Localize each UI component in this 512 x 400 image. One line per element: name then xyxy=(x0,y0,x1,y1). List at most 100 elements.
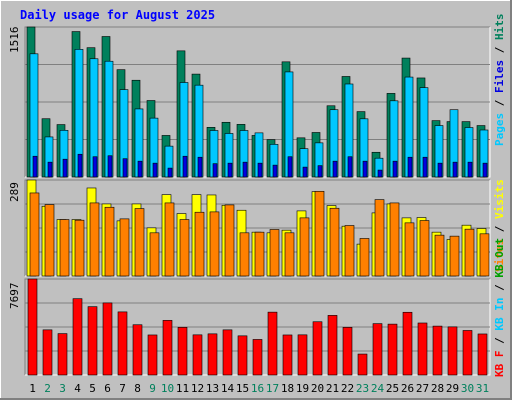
x-tick-label-day-16: 16 xyxy=(251,382,264,395)
hits-bar-pages-day-17 xyxy=(272,164,278,178)
hits-legend-entry-hits: Hits xyxy=(493,14,506,41)
visits-legend-entry-visits: Visits xyxy=(493,179,506,219)
visits-bar-sites-day-16 xyxy=(254,231,265,277)
visits-bar-sites-day-28 xyxy=(434,234,445,277)
visits-bar-sites-day-26 xyxy=(404,222,415,277)
hits-bar-pages-day-11 xyxy=(182,155,188,178)
visits-bar-sites-day-27 xyxy=(419,220,430,277)
x-tick-label-day-1: 1 xyxy=(29,382,36,395)
kbytes-bar-kb-f-day-7 xyxy=(117,311,128,376)
kbytes-bar-kb-f-day-2 xyxy=(42,329,53,376)
kbytes-bar-kb-f-day-5 xyxy=(87,306,98,376)
hits-bar-pages-day-5 xyxy=(92,156,98,178)
kbytes-bar-kb-f-day-9 xyxy=(147,334,158,376)
visits-panel-border-top xyxy=(24,179,490,276)
x-tick-label-day-10: 10 xyxy=(161,382,174,395)
kbytes-bar-kb-f-day-3 xyxy=(57,333,68,376)
kbytes-bar-kb-f-day-22 xyxy=(342,327,353,376)
visits-bar-sites-day-30 xyxy=(464,228,475,277)
visits-bar-sites-day-7 xyxy=(119,218,130,277)
hits-bar-pages-day-2 xyxy=(47,161,53,178)
kbytes-bar-kb-f-day-6 xyxy=(102,302,113,376)
x-tick-label-day-18: 18 xyxy=(281,382,294,395)
visits-bar-sites-day-2 xyxy=(44,204,55,277)
kbytes-legend: KB F / KB In / KB Out xyxy=(493,238,506,377)
hits-bar-pages-day-10 xyxy=(167,167,173,178)
x-tick-label-day-20: 20 xyxy=(311,382,324,395)
x-tick-label-day-21: 21 xyxy=(326,382,339,395)
x-tick-label-day-28: 28 xyxy=(431,382,444,395)
x-tick-label-day-17: 17 xyxy=(266,382,279,395)
hits-bar-pages-day-16 xyxy=(257,162,263,178)
x-tick-label-day-26: 26 xyxy=(401,382,414,395)
visits-legend: Sites / Visits xyxy=(493,179,506,272)
visits-bar-sites-day-9 xyxy=(149,232,160,277)
visits-bar-sites-day-19 xyxy=(299,217,310,277)
hits-bar-pages-day-19 xyxy=(302,166,308,178)
visits-bar-sites-day-23 xyxy=(359,238,370,277)
x-tick-label-day-8: 8 xyxy=(134,382,141,395)
x-tick-label-day-27: 27 xyxy=(416,382,429,395)
kbytes-bar-kb-f-day-29 xyxy=(447,326,458,376)
x-tick-label-day-6: 6 xyxy=(104,382,111,395)
kbytes-legend-entry-kb-out: KB Out xyxy=(493,238,506,278)
x-tick-label-day-19: 19 xyxy=(296,382,309,395)
x-tick-label-day-5: 5 xyxy=(89,382,96,395)
kbytes-bar-kb-f-day-13 xyxy=(207,333,218,376)
x-tick-label-day-22: 22 xyxy=(341,382,354,395)
visits-bar-sites-day-8 xyxy=(134,208,145,277)
kbytes-bar-kb-f-day-15 xyxy=(237,335,248,376)
kbytes-legend-entry-kb-f: KB F xyxy=(493,351,506,378)
visits-bar-sites-day-25 xyxy=(389,202,400,277)
visits-bar-sites-day-29 xyxy=(449,235,460,277)
hits-bar-pages-day-13 xyxy=(212,163,218,178)
x-tick-label-day-2: 2 xyxy=(44,382,51,395)
x-tick-label-day-9: 9 xyxy=(149,382,156,395)
kbytes-bar-kb-f-day-1 xyxy=(27,278,38,376)
hits-bar-pages-day-28 xyxy=(437,162,443,178)
kbytes-bar-kb-f-day-4 xyxy=(72,298,83,376)
kbytes-bar-kb-f-day-19 xyxy=(297,334,308,376)
hits-legend-entry-pages: Pages xyxy=(493,113,506,146)
kbytes-bar-kb-f-day-18 xyxy=(282,334,293,376)
kbytes-bar-kb-f-day-30 xyxy=(462,330,473,376)
hits-bar-pages-day-9 xyxy=(152,162,158,178)
visits-bar-sites-day-12 xyxy=(194,211,205,277)
kbytes-bar-kb-f-day-24 xyxy=(372,323,383,376)
hits-panel-border-top xyxy=(24,26,490,177)
x-tick-label-day-4: 4 xyxy=(74,382,81,395)
hits-bar-pages-day-7 xyxy=(122,158,128,178)
kbytes-legend-entry-kb-in: KB In xyxy=(493,298,506,331)
x-tick-label-day-24: 24 xyxy=(371,382,385,395)
visits-bar-sites-day-18 xyxy=(284,232,295,277)
visits-bar-sites-day-13 xyxy=(209,211,220,277)
hits-bar-pages-day-15 xyxy=(242,161,248,178)
visits-bar-sites-day-3 xyxy=(59,219,70,277)
visits-bar-sites-day-20 xyxy=(314,190,325,277)
visits-legend-entry-sites: Sites xyxy=(493,239,506,272)
visits-bar-sites-day-31 xyxy=(479,233,490,277)
visits-bar-sites-day-11 xyxy=(179,219,190,277)
x-tick-label-day-25: 25 xyxy=(386,382,399,395)
kbytes-bar-kb-f-day-25 xyxy=(387,323,398,376)
kbytes-bar-kb-f-day-17 xyxy=(267,311,278,376)
kbytes-bar-kb-f-day-11 xyxy=(177,327,188,376)
hits-bar-pages-day-25 xyxy=(392,160,398,178)
visits-bar-sites-day-10 xyxy=(164,202,175,277)
hits-bar-pages-day-31 xyxy=(482,162,488,178)
kbytes-bar-kb-f-day-27 xyxy=(417,322,428,376)
x-tick-label-day-23: 23 xyxy=(356,382,369,395)
x-tick-label-day-14: 14 xyxy=(221,382,235,395)
hits-bar-pages-day-12 xyxy=(197,156,203,178)
hits-bar-pages-day-30 xyxy=(467,161,473,178)
x-tick-label-day-7: 7 xyxy=(119,382,126,395)
hits-bar-pages-day-14 xyxy=(227,162,233,178)
hits-bar-pages-day-26 xyxy=(407,156,413,178)
hits-bar-pages-day-6 xyxy=(107,155,113,178)
chart-title: Daily usage for August 2025 xyxy=(20,8,215,22)
hits-bar-pages-day-20 xyxy=(317,165,323,178)
hits-legend-entry-files: Files xyxy=(493,60,506,93)
hits-ymax-label: 1516 xyxy=(8,27,21,54)
kbytes-bar-kb-f-day-16 xyxy=(252,339,263,376)
